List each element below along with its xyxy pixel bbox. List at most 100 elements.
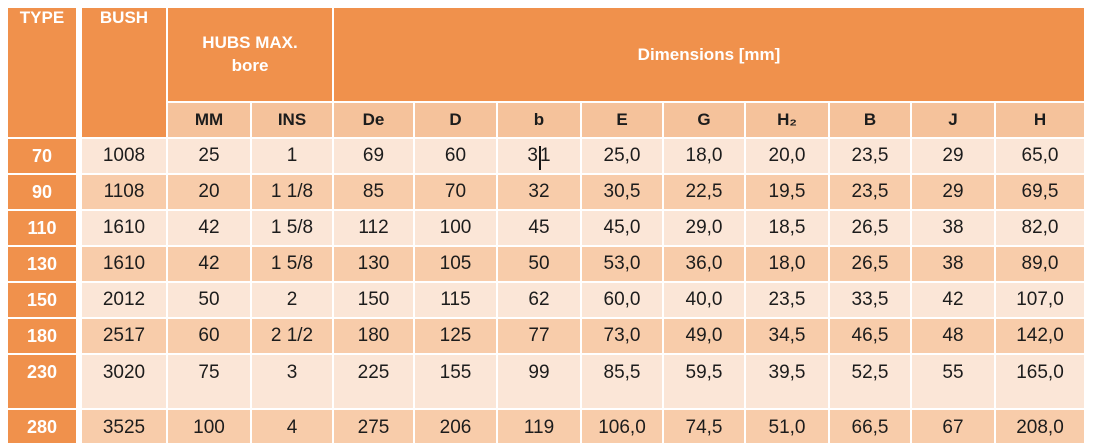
data-cell[interactable]: 40,0 bbox=[664, 283, 744, 317]
data-cell[interactable]: 26,5 bbox=[830, 211, 910, 245]
data-cell[interactable]: 225 bbox=[334, 355, 413, 408]
data-cell[interactable]: 105 bbox=[415, 247, 496, 281]
data-cell[interactable]: 208,0 bbox=[996, 410, 1084, 443]
data-cell[interactable]: 20 bbox=[168, 175, 250, 209]
data-cell[interactable]: 22,5 bbox=[664, 175, 744, 209]
data-cell[interactable]: 19,5 bbox=[746, 175, 828, 209]
data-cell[interactable]: 69,5 bbox=[996, 175, 1084, 209]
data-cell[interactable]: 53,0 bbox=[582, 247, 662, 281]
data-cell[interactable]: 119 bbox=[498, 410, 580, 443]
data-cell[interactable]: 106,0 bbox=[582, 410, 662, 443]
data-cell[interactable]: 66,5 bbox=[830, 410, 910, 443]
data-cell[interactable]: 206 bbox=[415, 410, 496, 443]
data-cell[interactable]: 3020 bbox=[82, 355, 166, 408]
data-cell[interactable]: 99 bbox=[498, 355, 580, 408]
data-cell[interactable]: 3 bbox=[252, 355, 332, 408]
data-cell[interactable]: 2 1/2 bbox=[252, 319, 332, 353]
data-cell[interactable]: 23,5 bbox=[830, 139, 910, 173]
data-cell[interactable]: 52,5 bbox=[830, 355, 910, 408]
data-cell[interactable]: 115 bbox=[415, 283, 496, 317]
data-cell[interactable]: 70 bbox=[415, 175, 496, 209]
data-cell[interactable]: 107,0 bbox=[996, 283, 1084, 317]
data-cell[interactable]: 30,5 bbox=[582, 175, 662, 209]
data-cell[interactable]: 32 bbox=[498, 175, 580, 209]
row-type-cell[interactable]: 180 bbox=[8, 319, 80, 353]
data-cell[interactable]: 50 bbox=[168, 283, 250, 317]
data-cell[interactable]: 130 bbox=[334, 247, 413, 281]
data-cell[interactable]: 2012 bbox=[82, 283, 166, 317]
data-cell[interactable]: 59,5 bbox=[664, 355, 744, 408]
data-cell[interactable]: 25,0 bbox=[582, 139, 662, 173]
row-type-cell[interactable]: 130 bbox=[8, 247, 80, 281]
data-cell[interactable]: 69 bbox=[334, 139, 413, 173]
data-cell[interactable]: 36,0 bbox=[664, 247, 744, 281]
data-cell[interactable]: 29 bbox=[912, 175, 994, 209]
row-type-cell[interactable]: 230 bbox=[8, 355, 80, 408]
data-cell[interactable]: 112 bbox=[334, 211, 413, 245]
data-cell[interactable]: 1 bbox=[252, 139, 332, 173]
data-cell[interactable]: 29,0 bbox=[664, 211, 744, 245]
data-cell[interactable]: 45 bbox=[498, 211, 580, 245]
data-cell[interactable]: 155 bbox=[415, 355, 496, 408]
data-cell[interactable]: 45,0 bbox=[582, 211, 662, 245]
data-cell[interactable]: 39,5 bbox=[746, 355, 828, 408]
data-cell[interactable]: 142,0 bbox=[996, 319, 1084, 353]
data-cell[interactable]: 62 bbox=[498, 283, 580, 317]
data-cell[interactable]: 100 bbox=[168, 410, 250, 443]
data-cell[interactable]: 85 bbox=[334, 175, 413, 209]
data-cell[interactable]: 49,0 bbox=[664, 319, 744, 353]
data-cell[interactable]: 1 5/8 bbox=[252, 211, 332, 245]
data-cell[interactable]: 38 bbox=[912, 211, 994, 245]
data-cell[interactable]: 42 bbox=[912, 283, 994, 317]
data-cell[interactable]: 85,5 bbox=[582, 355, 662, 408]
data-cell[interactable]: 125 bbox=[415, 319, 496, 353]
data-cell[interactable]: 42 bbox=[168, 247, 250, 281]
data-cell[interactable]: 74,5 bbox=[664, 410, 744, 443]
data-cell[interactable]: 275 bbox=[334, 410, 413, 443]
data-cell[interactable]: 26,5 bbox=[830, 247, 910, 281]
data-cell[interactable]: 180 bbox=[334, 319, 413, 353]
data-cell[interactable]: 18,0 bbox=[664, 139, 744, 173]
data-cell[interactable]: 77 bbox=[498, 319, 580, 353]
data-cell[interactable]: 1008 bbox=[82, 139, 166, 173]
data-cell[interactable]: 1610 bbox=[82, 211, 166, 245]
row-type-cell[interactable]: 150 bbox=[8, 283, 80, 317]
data-cell[interactable]: 46,5 bbox=[830, 319, 910, 353]
data-cell[interactable]: 20,0 bbox=[746, 139, 828, 173]
data-cell[interactable]: 51,0 bbox=[746, 410, 828, 443]
data-cell[interactable]: 100 bbox=[415, 211, 496, 245]
row-type-cell[interactable]: 110 bbox=[8, 211, 80, 245]
data-cell[interactable]: 18,5 bbox=[746, 211, 828, 245]
row-type-cell[interactable]: 90 bbox=[8, 175, 80, 209]
data-cell[interactable]: 42 bbox=[168, 211, 250, 245]
data-cell[interactable]: 1108 bbox=[82, 175, 166, 209]
data-cell[interactable]: 2517 bbox=[82, 319, 166, 353]
data-cell[interactable]: 60 bbox=[168, 319, 250, 353]
data-cell[interactable]: 60,0 bbox=[582, 283, 662, 317]
data-cell[interactable]: 38 bbox=[912, 247, 994, 281]
data-cell[interactable]: 89,0 bbox=[996, 247, 1084, 281]
data-cell[interactable]: 23,5 bbox=[830, 175, 910, 209]
data-cell[interactable]: 2 bbox=[252, 283, 332, 317]
data-cell[interactable]: 165,0 bbox=[996, 355, 1084, 408]
data-cell[interactable]: 29 bbox=[912, 139, 994, 173]
data-cell[interactable]: 4 bbox=[252, 410, 332, 443]
data-cell[interactable]: 1 1/8 bbox=[252, 175, 332, 209]
data-cell[interactable]: 33,5 bbox=[830, 283, 910, 317]
data-cell[interactable]: 25 bbox=[168, 139, 250, 173]
data-cell[interactable]: 23,5 bbox=[746, 283, 828, 317]
row-type-cell[interactable]: 70 bbox=[8, 139, 80, 173]
data-cell[interactable]: 3525 bbox=[82, 410, 166, 443]
data-cell[interactable]: 34,5 bbox=[746, 319, 828, 353]
data-cell[interactable]: 18,0 bbox=[746, 247, 828, 281]
data-cell[interactable]: 55 bbox=[912, 355, 994, 408]
data-cell[interactable]: 1 5/8 bbox=[252, 247, 332, 281]
data-cell[interactable]: 75 bbox=[168, 355, 250, 408]
data-cell[interactable]: 65,0 bbox=[996, 139, 1084, 173]
data-cell[interactable]: 50 bbox=[498, 247, 580, 281]
row-type-cell[interactable]: 280 bbox=[8, 410, 80, 443]
data-cell[interactable]: 73,0 bbox=[582, 319, 662, 353]
data-cell[interactable]: 1610 bbox=[82, 247, 166, 281]
data-cell[interactable]: 82,0 bbox=[996, 211, 1084, 245]
